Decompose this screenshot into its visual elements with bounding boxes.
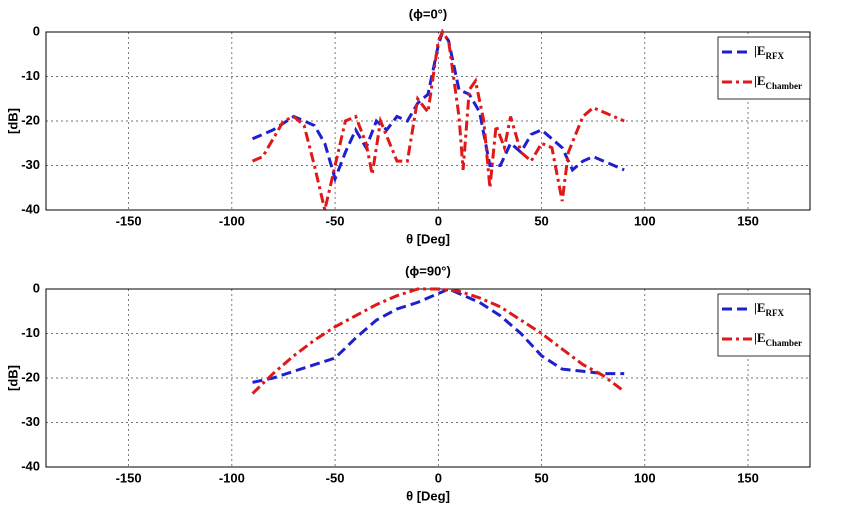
x-tick-label: 50 bbox=[534, 213, 548, 228]
x-tick-label: -100 bbox=[219, 213, 245, 228]
legend-name: |E bbox=[754, 43, 766, 58]
y-tick-label: -30 bbox=[21, 414, 40, 429]
y-tick-label: -10 bbox=[21, 68, 40, 83]
chart-title: (ϕ=0°) bbox=[409, 6, 447, 21]
legend-box bbox=[717, 293, 811, 357]
legend-name: |E bbox=[754, 330, 766, 345]
y-tick-label: -40 bbox=[21, 201, 40, 216]
legend-label: |EChamber bbox=[754, 73, 802, 91]
x-tick-label: 50 bbox=[534, 470, 548, 485]
series-line bbox=[251, 28, 625, 184]
x-tick-label: -150 bbox=[116, 213, 142, 228]
x-tick-label: -50 bbox=[326, 213, 345, 228]
plot-frame bbox=[45, 31, 811, 211]
y-tick-label: 0 bbox=[33, 23, 40, 38]
legend-label: |ERFX bbox=[754, 43, 785, 61]
y-axis-label: [dB] bbox=[5, 365, 20, 391]
legend-label: |ERFX bbox=[754, 300, 785, 318]
legend-subscript: Chamber bbox=[766, 338, 803, 348]
x-tick-label: -50 bbox=[326, 470, 345, 485]
series-line bbox=[251, 287, 626, 395]
x-axis-label: θ [Deg] bbox=[406, 231, 450, 246]
y-tick-label: -30 bbox=[21, 157, 40, 172]
legend-subscript: RFX bbox=[766, 51, 785, 61]
legend-box bbox=[717, 36, 811, 100]
chart-title: (ϕ=90°) bbox=[405, 263, 451, 278]
x-tick-label: 150 bbox=[737, 470, 759, 485]
legend-subscript: Chamber bbox=[766, 81, 803, 91]
y-axis-label: [dB] bbox=[5, 108, 20, 134]
x-tick-label: 100 bbox=[634, 213, 656, 228]
y-tick-label: -20 bbox=[21, 369, 40, 384]
x-tick-label: 100 bbox=[634, 470, 656, 485]
series-line bbox=[252, 287, 625, 384]
x-tick-label: 0 bbox=[435, 213, 442, 228]
y-tick-label: -40 bbox=[21, 458, 40, 473]
x-tick-label: 150 bbox=[737, 213, 759, 228]
legend-label: |EChamber bbox=[754, 330, 802, 348]
x-tick-label: -100 bbox=[219, 470, 245, 485]
y-tick-label: 0 bbox=[33, 280, 40, 295]
y-tick-label: -10 bbox=[21, 325, 40, 340]
legend-name: |E bbox=[754, 73, 766, 88]
legend-subscript: RFX bbox=[766, 308, 785, 318]
x-tick-label: 0 bbox=[435, 470, 442, 485]
plot-frame bbox=[45, 288, 811, 468]
x-axis-label: θ [Deg] bbox=[406, 488, 450, 503]
x-tick-label: -150 bbox=[116, 470, 142, 485]
legend-name: |E bbox=[754, 300, 766, 315]
y-tick-label: -20 bbox=[21, 112, 40, 127]
